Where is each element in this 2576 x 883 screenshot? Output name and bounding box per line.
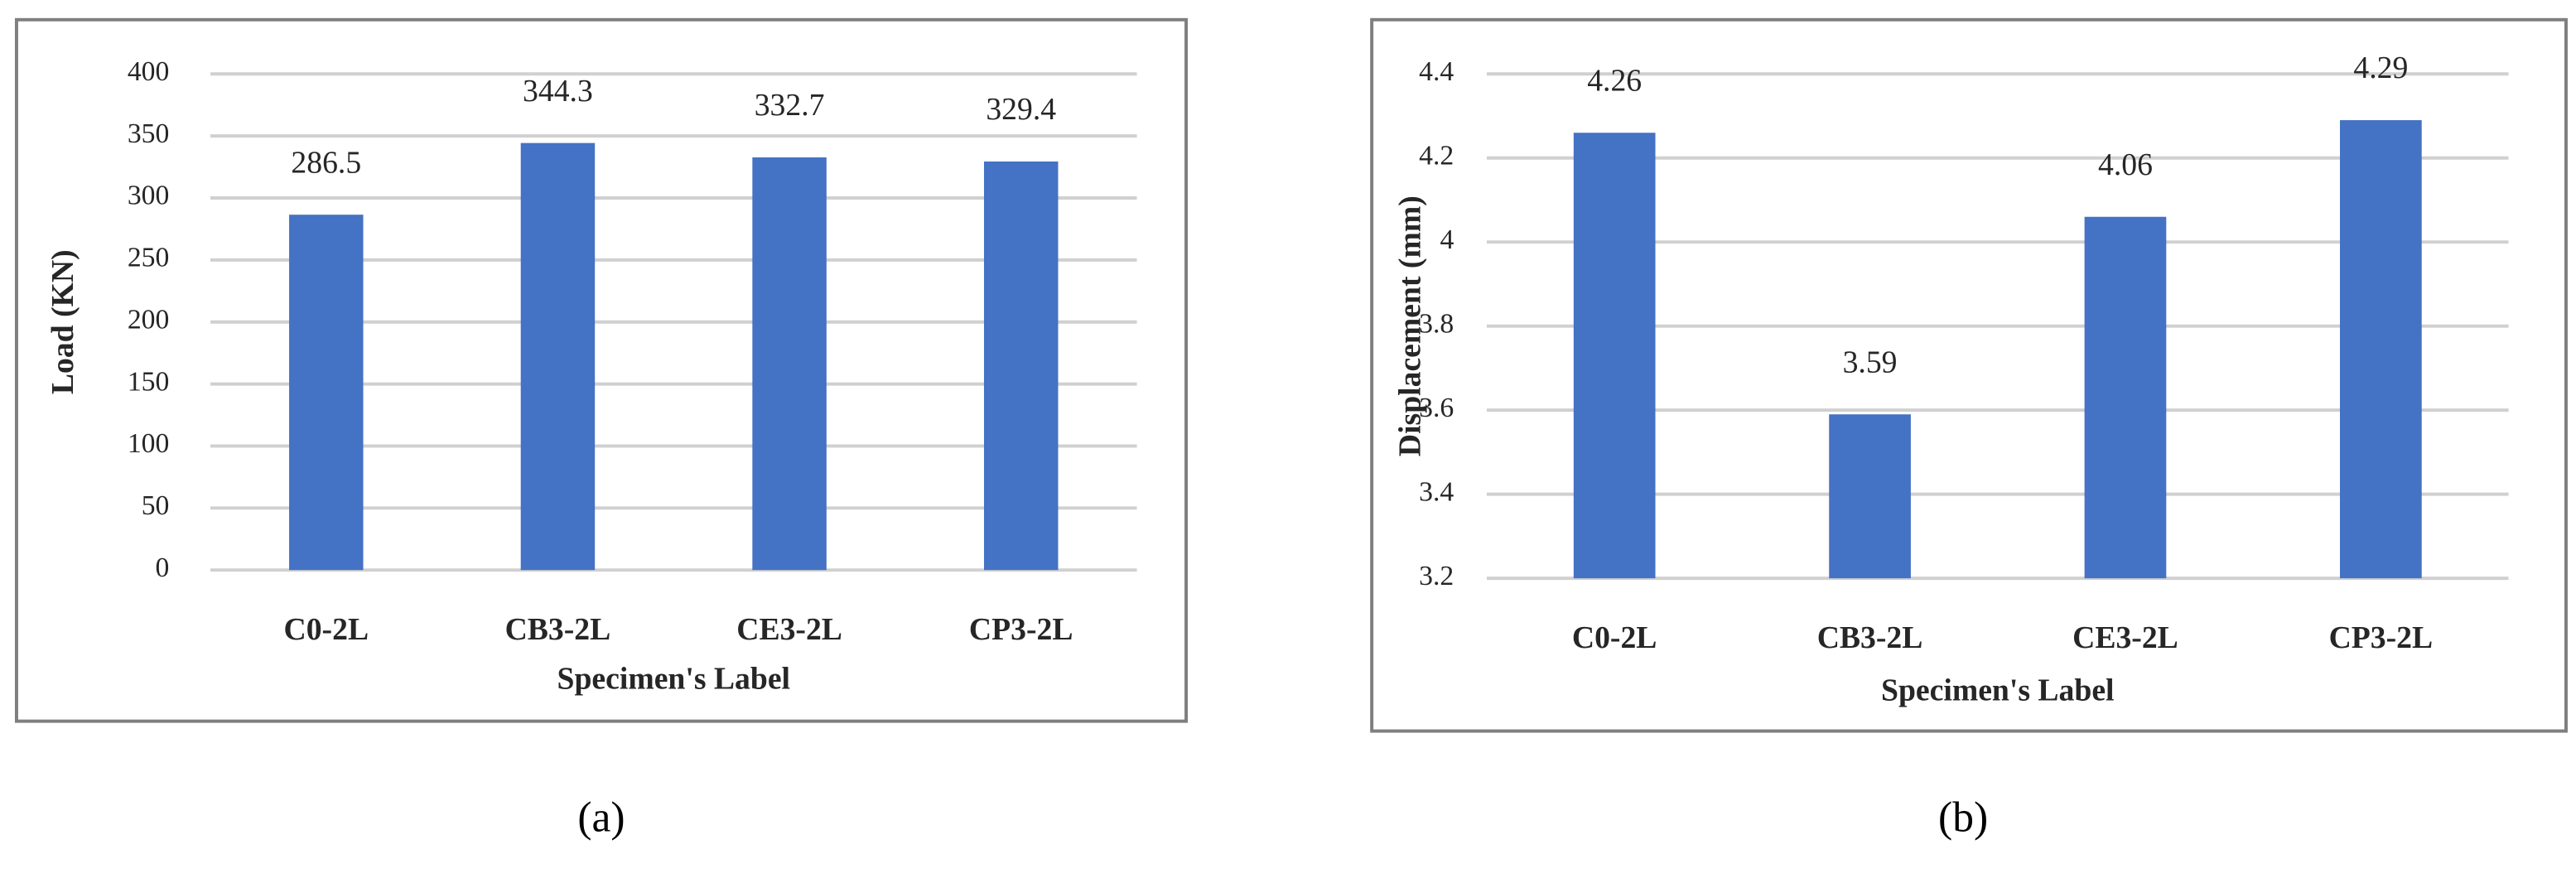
bar xyxy=(1573,133,1656,579)
x-tick-label: CE3-2L xyxy=(2072,620,2178,655)
bar xyxy=(1829,414,1911,579)
x-tick-label: C0-2L xyxy=(1572,620,1657,655)
data-label: 3.59 xyxy=(1843,345,1898,379)
y-tick-label: 0 xyxy=(156,552,170,583)
bar xyxy=(520,142,596,571)
caption: (b) xyxy=(1938,794,1988,841)
y-tick-label: 350 xyxy=(128,118,170,149)
y-tick-label: 3.6 xyxy=(1419,393,1454,423)
y-tick-label: 50 xyxy=(142,490,170,521)
y-tick-label: 400 xyxy=(128,56,170,87)
bar xyxy=(2340,120,2422,579)
y-tick-label: 200 xyxy=(128,304,170,335)
data-label: 286.5 xyxy=(291,145,361,180)
y-axis-title: Displacement (mm) xyxy=(1392,195,1427,456)
y-tick-label: 3.2 xyxy=(1419,561,1454,591)
bar xyxy=(2084,216,2167,579)
data-label: 329.4 xyxy=(986,92,1056,127)
x-tick-label: CB3-2L xyxy=(505,612,611,647)
y-tick-label: 3.4 xyxy=(1419,476,1454,507)
data-label: 332.7 xyxy=(755,88,825,123)
y-tick-label: 3.8 xyxy=(1419,308,1454,339)
y-tick-label: 4.2 xyxy=(1419,140,1454,171)
x-tick-label: CP3-2L xyxy=(2329,620,2434,655)
data-label: 4.26 xyxy=(1587,63,1642,98)
data-label: 4.06 xyxy=(2098,147,2153,182)
y-tick-label: 300 xyxy=(128,181,170,211)
y-tick-label: 100 xyxy=(128,428,170,459)
x-tick-label: CP3-2L xyxy=(969,612,1073,647)
data-label: 4.29 xyxy=(2353,51,2408,85)
data-label: 344.3 xyxy=(523,74,593,109)
y-axis-title: Load (KN) xyxy=(46,249,80,394)
x-tick-label: CE3-2L xyxy=(736,612,842,647)
y-tick-label: 4 xyxy=(1440,224,1454,255)
caption: (a) xyxy=(577,794,625,841)
bar xyxy=(752,157,827,571)
bar xyxy=(289,215,364,571)
bar xyxy=(983,161,1059,571)
x-axis-title: Specimen's Label xyxy=(557,662,791,697)
y-tick-label: 4.4 xyxy=(1419,56,1454,87)
x-axis-title: Specimen's Label xyxy=(1881,673,2115,708)
x-tick-label: C0-2L xyxy=(284,612,369,647)
y-tick-label: 250 xyxy=(128,243,170,273)
y-tick-label: 150 xyxy=(128,366,170,397)
x-tick-label: CB3-2L xyxy=(1817,620,1923,655)
